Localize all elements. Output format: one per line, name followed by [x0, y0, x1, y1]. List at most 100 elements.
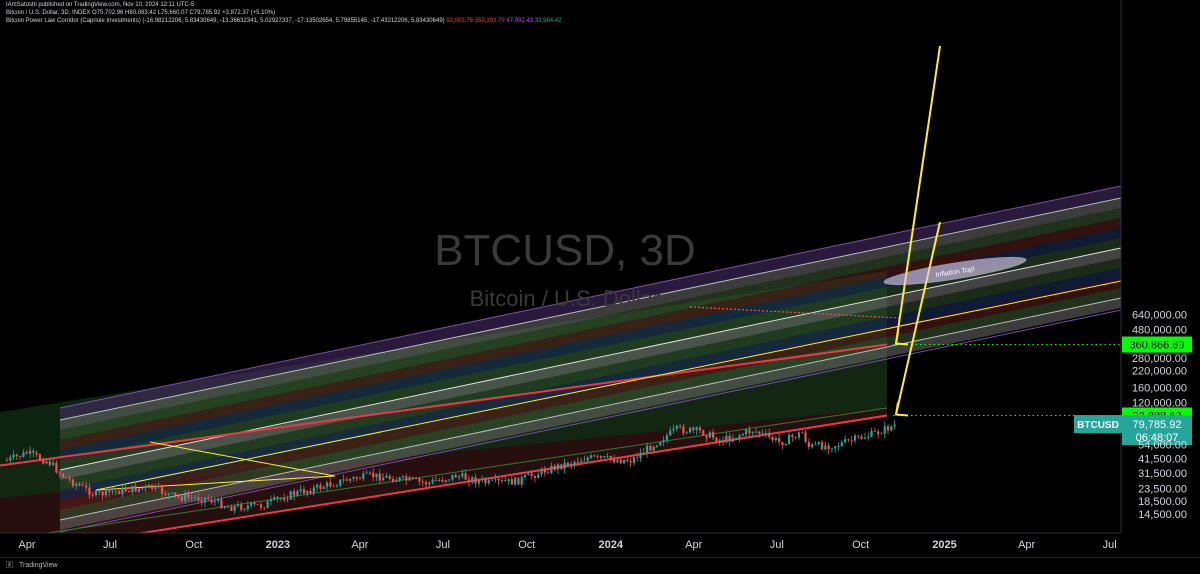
candle-body [527, 473, 530, 476]
candle-body [467, 479, 471, 483]
legend-indicator[interactable]: Bitcoin Power Law Corridor (Capriole Inv… [6, 17, 561, 25]
channel-stripe [60, 198, 1121, 430]
candle-body [391, 479, 395, 483]
time-tick-label: Apr [1018, 539, 1035, 551]
candle-body [395, 480, 398, 483]
candle-body [484, 479, 487, 484]
price-tick-label: 160,000.00 [1132, 382, 1187, 394]
candle-body [827, 445, 830, 450]
candle-body [735, 437, 738, 439]
candle-body [94, 490, 98, 495]
candle-body [438, 480, 441, 481]
candle-body [332, 486, 335, 488]
candle-body [715, 437, 718, 443]
candle-body [382, 477, 385, 481]
candle-body [322, 486, 325, 489]
current-price-label: 79,785.92 [1133, 419, 1182, 431]
candle-body [655, 445, 659, 447]
time-axis[interactable]: Apr Jul Oct 2023 Apr Jul Oct 2024 Apr Jul Oct 2025 A… [0, 532, 1121, 557]
candle-body [147, 484, 150, 486]
current-price-tag [1122, 415, 1192, 446]
candle-body [497, 478, 500, 481]
power-law-bands [0, 185, 1121, 533]
channel-line [59, 309, 1121, 533]
price-tick-label: 280,000.00 [1132, 353, 1187, 365]
time-tick-label: Apr [685, 539, 702, 551]
candle-body [646, 445, 649, 453]
channel-stripe [60, 298, 1121, 530]
candle-body [302, 489, 306, 494]
channel-stripe [60, 208, 1121, 440]
candle-body [481, 479, 484, 481]
countdown-label: 06:48:07 [1136, 432, 1179, 444]
indicator-value: 92,902.75 [446, 18, 474, 24]
channel-line [59, 197, 1121, 421]
time-tick-label: Jul [770, 539, 784, 551]
candle-body [514, 477, 517, 485]
candle-body [474, 477, 477, 484]
indicator-value: 32,984.42 [533, 18, 562, 24]
candle-body [217, 499, 220, 502]
candle-body [477, 480, 480, 484]
candle-body [649, 445, 652, 451]
candle-body [101, 491, 104, 496]
candle-body [560, 464, 563, 469]
candle-body [273, 497, 276, 500]
legend-main[interactable]: Bitcoin / U.S. Dollar, 3D, INDEX O75,702… [6, 10, 276, 16]
candle-body [543, 468, 546, 473]
channel-stripe [60, 228, 1121, 460]
price-tick-label: 120,000.00 [1132, 398, 1187, 410]
candle-body [847, 439, 850, 441]
candle-body [870, 430, 873, 437]
candle-body [530, 473, 533, 477]
candle-body [853, 435, 857, 441]
candle-body [761, 432, 764, 434]
candle-body [471, 477, 474, 483]
candle-body [434, 480, 438, 481]
candle-body [599, 455, 603, 458]
candle-body [840, 442, 843, 446]
candle-body [563, 462, 566, 469]
candle-body [669, 430, 672, 436]
target-price-label: 360,866.69 [1129, 340, 1184, 352]
price-tick-label: 18,500.00 [1138, 496, 1187, 508]
candle-body [32, 450, 35, 453]
candle-body [547, 472, 550, 474]
candle-body [570, 463, 573, 466]
candle-body [184, 494, 187, 501]
candle-body [721, 440, 725, 443]
candle-body [424, 482, 428, 485]
candle-body [349, 478, 352, 481]
candle-body [679, 425, 682, 427]
candle-body [688, 427, 692, 433]
time-axis-bg [0, 533, 1121, 557]
candle-body [180, 496, 183, 501]
candle-body [685, 432, 688, 434]
candle-body [731, 438, 735, 442]
candle-body [725, 435, 728, 443]
candle-body [867, 436, 870, 438]
candle-body [893, 424, 896, 427]
candle-body [55, 462, 58, 473]
price-tick-label: 14,500.00 [1138, 509, 1187, 521]
candle-body [682, 426, 685, 434]
candle-body [751, 431, 754, 434]
candle-body [240, 504, 243, 510]
candle-body [431, 480, 434, 483]
price-tick-label: 220,000.00 [1132, 366, 1187, 378]
time-tick-label: Oct [852, 539, 869, 551]
upper-arrow-icon [895, 45, 941, 344]
candle-body [160, 486, 164, 494]
price-axis[interactable]: 640,000.00 480,000.00 360,866.69280,000.00… [1074, 0, 1200, 533]
footer-brand: TradingView [19, 562, 58, 569]
time-tick-label: Jul [103, 539, 117, 551]
candle-body [5, 460, 9, 462]
candle-body [428, 482, 431, 485]
candle-body [243, 509, 246, 510]
candle-body [137, 488, 141, 492]
candle-body [695, 427, 698, 431]
candle-body [398, 477, 401, 481]
time-tick-label: Oct [518, 539, 535, 551]
candle-body [200, 500, 203, 503]
